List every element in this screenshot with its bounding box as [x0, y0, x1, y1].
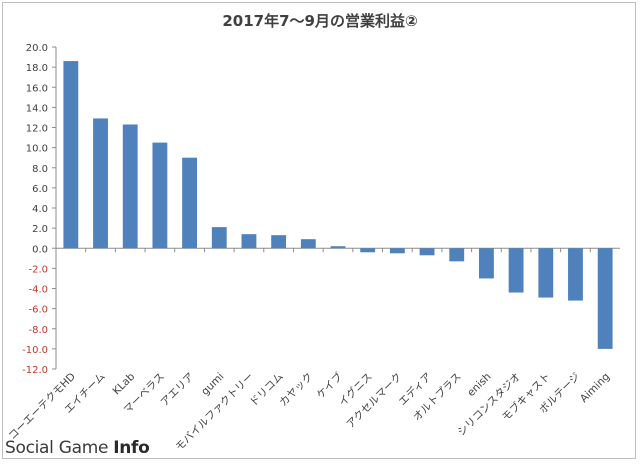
- y-tick-label: 12.0: [26, 124, 48, 135]
- bar: [597, 248, 613, 349]
- category-label: gumi: [199, 371, 226, 398]
- chart-frame: 2017年7～9月の営業利益② 20.0 18.0 16.0 14.0 12.0 10.0 8…: [2, 2, 636, 459]
- y-tick-label: 0.0: [32, 244, 48, 255]
- logo-text: Social Game: [5, 438, 114, 458]
- y-tick-label: -6.0: [28, 305, 48, 316]
- bar: [211, 227, 227, 249]
- bar: [122, 124, 138, 249]
- bar: [389, 248, 405, 254]
- y-tick-label: 20.0: [26, 43, 48, 54]
- bar: [479, 248, 494, 279]
- bar: [330, 246, 346, 249]
- y-tick-label: 18.0: [26, 63, 48, 74]
- y-tick-label: -10.0: [22, 345, 48, 356]
- bar: [182, 157, 197, 249]
- y-tick-label: 14.0: [26, 103, 48, 114]
- y-tick-label: 8.0: [32, 164, 48, 175]
- y-tick-label: 2.0: [32, 224, 48, 235]
- y-tick-label: -4.0: [28, 285, 48, 296]
- bar: [360, 248, 376, 253]
- bar: [419, 248, 435, 256]
- y-tick-label: 6.0: [32, 184, 48, 195]
- bar: [152, 142, 168, 249]
- y-tick-label: 4.0: [32, 204, 48, 215]
- logo-text-bold: Info: [113, 438, 150, 458]
- bar: [449, 248, 465, 262]
- chart-title: 2017年7～9月の営業利益②: [222, 12, 417, 30]
- y-tick-label: -8.0: [28, 325, 48, 336]
- y-tick-label: -12.0: [22, 365, 48, 376]
- site-logo: Social Game Info: [5, 438, 150, 458]
- bar: [93, 118, 108, 249]
- bar: [63, 61, 79, 249]
- bar: [538, 248, 554, 298]
- bar: [271, 235, 287, 249]
- y-tick-label: 16.0: [26, 83, 48, 94]
- category-label: Aiming: [578, 371, 612, 405]
- y-tick-label: -2.0: [28, 264, 48, 275]
- y-tick-label: 10.0: [26, 144, 48, 155]
- category-label: アクセルマーク: [344, 371, 404, 431]
- bar: [241, 234, 257, 249]
- bar: [568, 248, 583, 301]
- bar: [508, 248, 524, 293]
- bar: [300, 239, 316, 249]
- bar-chart: 2017年7～9月の営業利益② 20.0 18.0 16.0 14.0 12.0 10.0 8…: [6, 12, 620, 453]
- category-label: KLab: [111, 370, 138, 397]
